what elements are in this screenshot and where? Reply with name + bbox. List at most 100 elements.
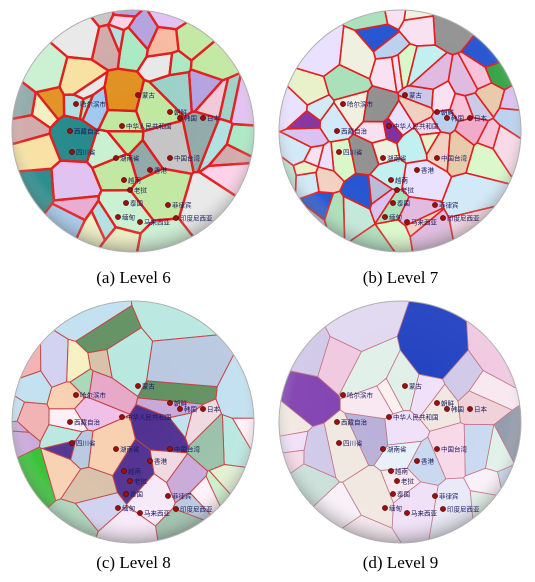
place-label: 泰国 (130, 198, 143, 207)
place-marker (137, 510, 143, 516)
place-marker (434, 446, 440, 452)
place-marker (386, 414, 392, 420)
place-marker (440, 506, 446, 512)
place-label: 四川省 (76, 147, 96, 156)
place-label: 马来西亚 (144, 218, 171, 226)
caption-level-6: (a) Level 6 (96, 268, 171, 287)
place-marker (340, 392, 346, 398)
place-marker (336, 149, 342, 155)
place-label: 泰国 (397, 489, 410, 498)
place-label: 印度尼西亚 (180, 213, 213, 222)
globe-outline (278, 9, 522, 253)
place-marker (167, 400, 173, 406)
place-marker (434, 400, 440, 406)
place-marker (467, 115, 473, 121)
place-marker (121, 177, 127, 183)
place-marker (432, 202, 438, 208)
place-label: 马来西亚 (411, 509, 438, 517)
place-label: 中华人民共和国 (126, 121, 172, 130)
place-label: 印度尼西亚 (447, 504, 480, 513)
place-marker (67, 128, 73, 134)
place-marker (382, 214, 388, 220)
place-marker (394, 478, 400, 484)
place-marker (127, 187, 133, 193)
place-marker (336, 440, 342, 446)
place-marker (200, 406, 206, 412)
place-label: 马来西亚 (144, 509, 171, 517)
place-marker (115, 505, 121, 511)
panel-level-6: 蒙古 哈尔滨市 朝鲜 韩国 日本 中华人民共和国 西藏自治 四川省 湖南省 中国台湾 香港 越南 老挝泰… (0, 0, 267, 291)
place-marker (434, 109, 440, 115)
caption-level-8: (c) Level 8 (96, 553, 171, 572)
place-marker (165, 493, 171, 499)
place-marker (388, 177, 394, 183)
panel-level-9: 蒙古 哈尔滨市 朝鲜 韩国 日本 中华人民共和国 西藏自治 四川省 湖南省 中国台湾 香港 越南 老挝泰… (267, 291, 534, 582)
place-label: 西藏自治 (74, 126, 101, 135)
place-marker (177, 115, 183, 121)
place-label: 中国台湾 (441, 153, 468, 162)
globe-outline (278, 300, 522, 544)
place-label: 印度尼西亚 (180, 504, 213, 513)
place-label: 马来西亚 (411, 218, 438, 226)
place-label: 老挝 (134, 476, 148, 485)
place-label: 哈尔滨市 (80, 99, 107, 108)
globe-outline (11, 300, 255, 544)
place-label: 缅甸 (122, 503, 135, 512)
place-label: 中国台湾 (441, 444, 468, 453)
place-label: 中华人民共和国 (126, 412, 172, 421)
place-label: 西藏自治 (74, 417, 101, 426)
place-label: 香港 (421, 165, 435, 174)
globe-outline (11, 9, 255, 253)
place-label: 老挝 (401, 185, 415, 194)
place-marker (167, 109, 173, 115)
place-label: 缅甸 (122, 212, 135, 221)
place-label: 印度尼西亚 (447, 213, 480, 222)
place-label: 越南 (128, 466, 142, 475)
place-label: 中华人民共和国 (393, 121, 439, 130)
place-marker (390, 491, 396, 497)
place-marker (334, 128, 340, 134)
place-label: 泰国 (397, 198, 410, 207)
place-label: 朝鲜 (441, 107, 455, 116)
place-label: 朝鲜 (441, 398, 455, 407)
place-label: 中国台湾 (174, 444, 201, 453)
place-label: 中国台湾 (174, 153, 201, 162)
place-marker (121, 468, 127, 474)
place-marker (434, 155, 440, 161)
place-label: 朝鲜 (174, 107, 188, 116)
place-marker (444, 115, 450, 121)
place-marker (444, 406, 450, 412)
place-marker (69, 149, 75, 155)
place-marker (440, 215, 446, 221)
place-marker (69, 440, 75, 446)
panel-level-7: 蒙古 哈尔滨市 朝鲜 韩国 日本 中华人民共和国 西藏自治 四川省 湖南省 中国台湾 香港 越南 老挝泰… (267, 0, 534, 291)
place-label: 老挝 (134, 185, 148, 194)
place-marker (467, 406, 473, 412)
place-label: 缅甸 (389, 212, 402, 221)
place-label: 哈尔滨市 (347, 99, 374, 108)
place-label: 菲律宾 (439, 491, 459, 500)
place-label: 四川省 (343, 438, 363, 447)
place-label: 朝鲜 (174, 398, 188, 407)
place-label: 老挝 (401, 476, 415, 485)
place-label: 哈尔滨市 (80, 390, 107, 399)
place-marker (135, 92, 141, 98)
place-marker (119, 414, 125, 420)
place-label: 日本 (207, 404, 221, 413)
place-marker (402, 383, 408, 389)
place-label: 缅甸 (389, 503, 402, 512)
place-label: 越南 (395, 175, 409, 184)
place-marker (115, 214, 121, 220)
place-label: 中华人民共和国 (393, 412, 439, 421)
place-label: 韩国 (451, 404, 464, 413)
place-marker (119, 123, 125, 129)
place-marker (404, 510, 410, 516)
place-label: 日本 (474, 404, 488, 413)
place-marker (334, 419, 340, 425)
place-label: 哈尔滨市 (347, 390, 374, 399)
place-marker (113, 155, 119, 161)
place-marker (388, 468, 394, 474)
place-marker (394, 187, 400, 193)
